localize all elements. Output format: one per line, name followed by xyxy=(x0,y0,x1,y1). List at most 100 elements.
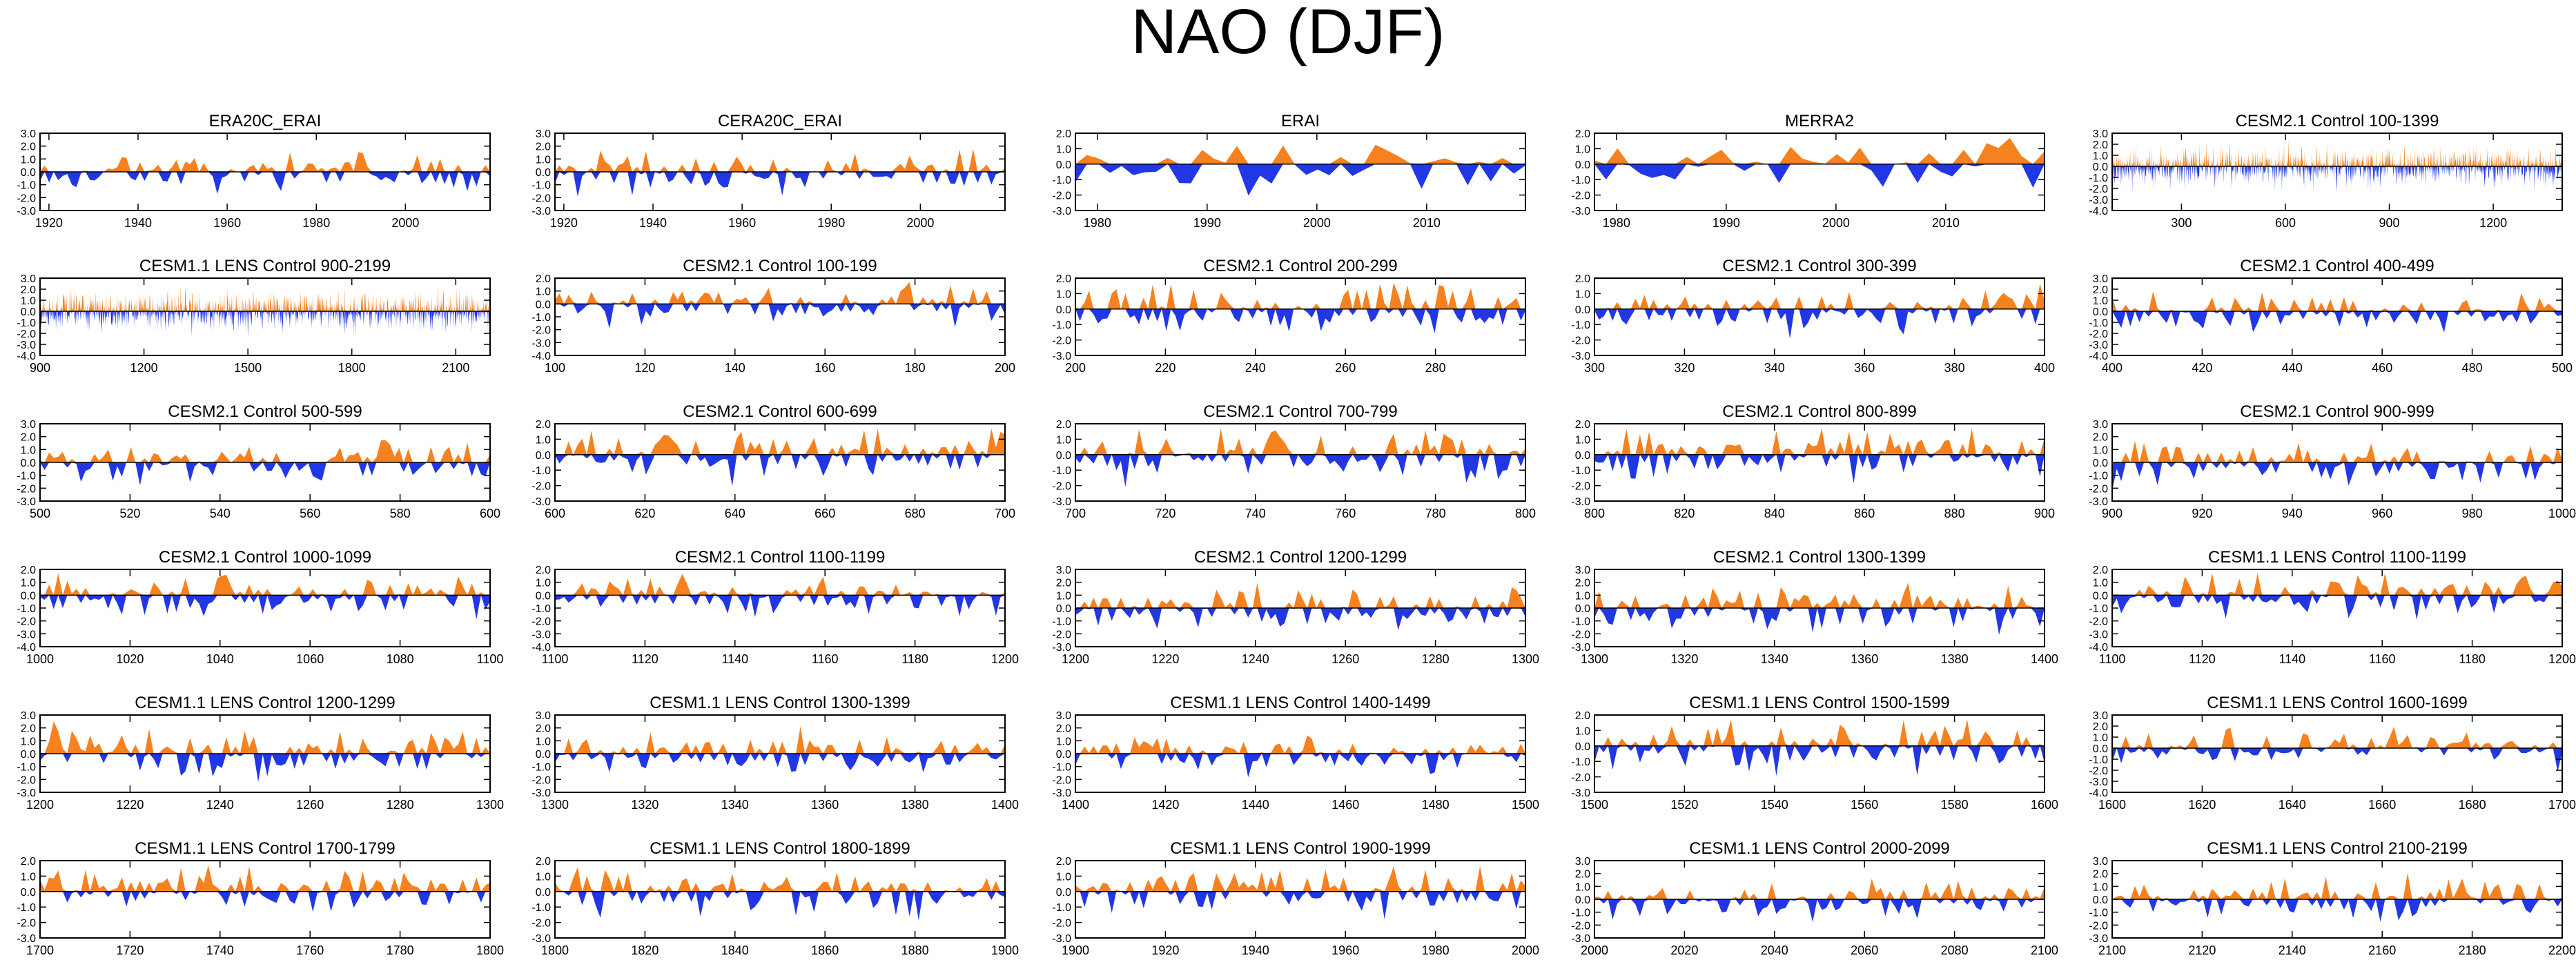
y-tick-label: -3.0 xyxy=(531,933,551,945)
panel-title: CESM2.1 Control 1300-1399 xyxy=(1713,548,1926,567)
x-tick-label: 1000 xyxy=(2548,507,2576,520)
y-tick-label: 1.0 xyxy=(21,154,36,166)
x-tick-label: 1300 xyxy=(1581,652,1608,666)
y-tick-label: -3.0 xyxy=(2089,776,2108,788)
x-tick-label: 1180 xyxy=(2459,652,2486,666)
negative-area xyxy=(2112,462,2562,491)
y-tick-label: -1.0 xyxy=(1052,902,1071,914)
plot-frame xyxy=(554,423,1006,502)
x-tick-label: 1460 xyxy=(1331,798,1359,812)
y-tick-label: -1.0 xyxy=(2089,754,2108,766)
panel-title: CESM2.1 Control 100-1399 xyxy=(2236,112,2439,130)
y-tick-label: -3.0 xyxy=(1052,206,1071,217)
plot-frame xyxy=(1594,714,2045,793)
y-tick-label: 1.0 xyxy=(536,871,551,883)
panel-title: CESM2.1 Control 600-699 xyxy=(683,402,877,421)
panel-20: CESM1.1 LENS Control 1100-11992.01.00.0-… xyxy=(2089,548,2576,666)
y-tick-label: 3.0 xyxy=(2093,273,2108,285)
y-tick-label: -1.0 xyxy=(2089,471,2108,482)
y-tick-label: -1.0 xyxy=(1571,175,1590,186)
x-tick-label: 1120 xyxy=(2189,652,2216,666)
y-tick-label: 0.0 xyxy=(21,887,36,899)
y-tick-label: 1.0 xyxy=(2093,578,2108,589)
y-tick-label: 0.0 xyxy=(21,458,36,469)
y-tick-label: 1.0 xyxy=(536,578,551,589)
y-tick-label: -1.0 xyxy=(2089,908,2108,919)
panel-title: CESM2.1 Control 300-399 xyxy=(1722,257,1916,275)
y-tick-label: 0.0 xyxy=(21,306,36,318)
negative-area xyxy=(2112,166,2562,193)
y-tick-label: 3.0 xyxy=(1575,856,1590,868)
panel-title: CESM1.1 LENS Control 1300-1399 xyxy=(650,694,910,712)
x-tick-label: 1400 xyxy=(1062,798,1089,812)
negative-area xyxy=(1075,454,1525,487)
y-tick-label: 1.0 xyxy=(1056,434,1071,446)
negative-area xyxy=(40,754,490,782)
x-tick-label: 400 xyxy=(2034,361,2055,375)
y-tick-label: -2.0 xyxy=(17,483,36,495)
panel-title: CESM1.1 LENS Control 1600-1699 xyxy=(2207,694,2468,712)
x-tick-label: 720 xyxy=(1155,507,1175,520)
positive-area xyxy=(1594,583,2045,608)
y-tick-label: -3.0 xyxy=(17,340,36,351)
y-tick-label: -2.0 xyxy=(1571,190,1590,202)
y-tick-label: 1.0 xyxy=(1575,144,1590,155)
y-tick-label: -1.0 xyxy=(531,603,551,615)
y-tick-label: -3.0 xyxy=(1052,787,1071,799)
y-tick-label: 2.0 xyxy=(2093,139,2108,151)
x-tick-label: 1320 xyxy=(1670,652,1698,666)
y-tick-label: -2.0 xyxy=(1571,481,1590,493)
x-tick-label: 1780 xyxy=(387,943,414,957)
positive-area xyxy=(2112,291,2562,311)
negative-area xyxy=(555,891,1005,921)
panel-8: CESM2.1 Control 200-299 2.0 1.0 0.0 -1.0 -2.0… xyxy=(1052,257,1526,375)
y-tick-label: 3.0 xyxy=(536,128,551,140)
x-tick-label: 660 xyxy=(814,507,835,520)
positive-area xyxy=(1594,137,2045,164)
x-tick-label: 480 xyxy=(2462,361,2483,375)
y-tick-label: -4.0 xyxy=(531,642,551,654)
panel-title: CESM1.1 LENS Control 2100-2199 xyxy=(2207,839,2468,858)
x-tick-label: 2140 xyxy=(2279,943,2306,957)
y-tick-label: -3.0 xyxy=(531,337,551,349)
y-tick-label: 2.0 xyxy=(536,419,551,431)
panel-18: CESM2.1 Control 1200-1299 3.0 2.01.00.0-1.… xyxy=(1052,548,1539,666)
negative-area xyxy=(1594,309,2045,339)
x-tick-label: 2100 xyxy=(2098,943,2126,957)
y-tick-label: 0.0 xyxy=(1056,603,1071,615)
y-tick-label: -2.0 xyxy=(1052,335,1071,347)
y-tick-label: -3.0 xyxy=(17,787,36,799)
x-tick-label: 1200 xyxy=(991,652,1019,666)
x-tick-label: 1500 xyxy=(1581,798,1608,812)
x-tick-label: 240 xyxy=(1245,361,1266,375)
x-tick-label: 1800 xyxy=(476,943,504,957)
x-tick-label: 260 xyxy=(1335,361,1356,375)
x-tick-label: 360 xyxy=(1854,361,1875,375)
y-tick-label: 0.0 xyxy=(1575,159,1590,171)
x-tick-label: 1200 xyxy=(2479,216,2507,230)
panel-23: CESM1.1 LENS Control 1400-1499 3.02.01.0 0… xyxy=(1052,694,1539,812)
x-tick-label: 1680 xyxy=(2459,798,2486,812)
y-tick-label: 0.0 xyxy=(1575,603,1590,615)
x-tick-label: 300 xyxy=(2171,216,2192,230)
x-tick-label: 1200 xyxy=(2548,652,2576,666)
negative-area xyxy=(1075,754,1525,778)
y-tick-label: 3.0 xyxy=(536,710,551,722)
y-tick-label: 2.0 xyxy=(1056,578,1071,589)
x-tick-label: 1280 xyxy=(387,798,414,812)
y-tick-label: -3.0 xyxy=(17,496,36,508)
panel-title: CESM1.1 LENS Control 900-2199 xyxy=(139,257,391,275)
negative-area xyxy=(40,172,490,194)
plot-frame xyxy=(1075,133,1526,211)
y-tick-label: -3.0 xyxy=(2089,933,2108,945)
negative-area xyxy=(2112,311,2562,333)
x-tick-label: 1900 xyxy=(1062,943,1089,957)
x-tick-label: 1920 xyxy=(1151,943,1179,957)
x-tick-label: 1420 xyxy=(1151,798,1179,812)
x-tick-label: 1360 xyxy=(1851,652,1878,666)
y-tick-label: 2.0 xyxy=(2093,432,2108,444)
y-tick-label: -4.0 xyxy=(531,351,551,362)
x-tick-label: 1990 xyxy=(1713,216,1740,230)
x-tick-label: 1340 xyxy=(1761,652,1788,666)
